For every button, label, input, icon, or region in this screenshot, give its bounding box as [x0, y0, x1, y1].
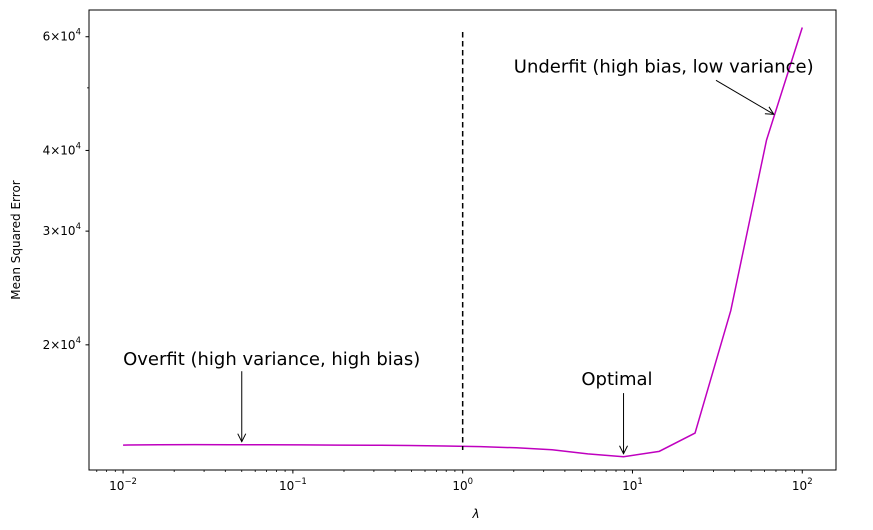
x-axis: 10−2 10−1 100 101 102 [96, 470, 813, 493]
annotation-text-0: Overfit (high variance, high bias) [123, 349, 420, 370]
x-axis-label: λ [471, 507, 479, 521]
x-tick-label: 10−2 [109, 477, 137, 493]
x-tick-label: 101 [622, 477, 643, 493]
y-tick-label: 2×104 [43, 336, 81, 352]
x-tick-label: 10−1 [279, 477, 307, 493]
x-tick-label: 100 [452, 477, 473, 493]
y-axis-label: Mean Squared Error [9, 180, 23, 300]
annotation-text-2: Underfit (high bias, low variance) [514, 56, 814, 77]
y-axis: 2×104 3×104 4×104 6×104 [43, 28, 89, 352]
series-layer [123, 27, 803, 458]
annotation-text-1: Optimal [581, 369, 652, 390]
y-tick-label: 3×104 [43, 222, 81, 238]
y-tick-label: 6×104 [43, 28, 81, 44]
x-tick-label: 102 [792, 477, 813, 493]
annotation-layer: Overfit (high variance, high bias) Optima… [123, 56, 814, 453]
y-tick-label: 4×104 [43, 141, 81, 157]
annotation-arrow-2 [715, 79, 774, 114]
